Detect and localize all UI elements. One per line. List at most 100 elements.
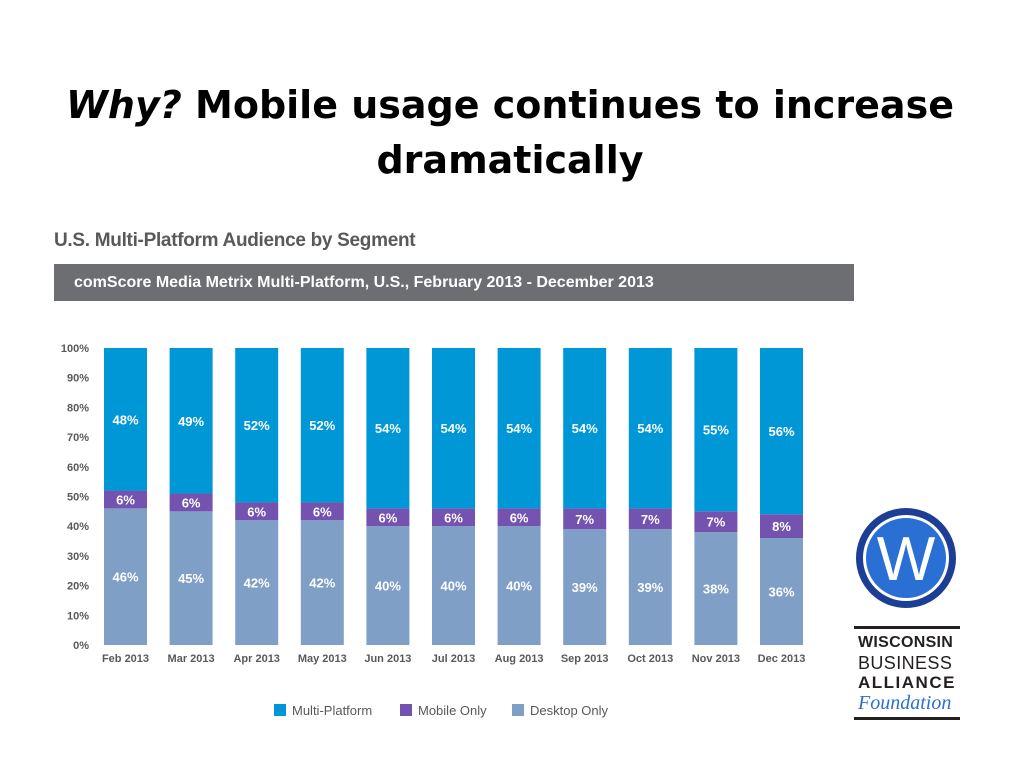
data-label: 40%	[375, 579, 401, 594]
data-label: 40%	[440, 579, 466, 594]
bar-segment-mobile-only	[169, 493, 213, 512]
bar-segment-multi-platform	[300, 348, 344, 503]
bar-segment-desktop-only	[497, 526, 541, 645]
bar-segment-multi-platform	[169, 348, 213, 494]
x-tick-label: Mar 2013	[168, 653, 215, 665]
wisconsin-business-alliance-logo: W WISCONSIN BUSINESS ALLIANCE Foundation	[850, 508, 965, 720]
x-tick-label: Nov 2013	[692, 653, 740, 665]
bar-segment-desktop-only	[366, 526, 410, 645]
x-tick-label: Jul 2013	[432, 653, 475, 665]
bar-segment-desktop-only	[432, 526, 475, 645]
data-label: 54%	[375, 421, 401, 436]
bar-segment-multi-platform	[497, 348, 541, 509]
data-label: 8%	[772, 519, 791, 534]
bar-segment-mobile-only	[366, 508, 410, 527]
data-label: 40%	[506, 579, 532, 594]
bar-segment-multi-platform	[104, 348, 147, 491]
x-tick-label: Jun 2013	[364, 653, 411, 665]
data-label: 45%	[178, 571, 204, 586]
y-tick-label: 100%	[61, 343, 89, 355]
legend-label: Multi-Platform	[292, 703, 372, 718]
slide-title-why: Why?	[66, 83, 182, 127]
stacked-bar-chart: 0% 10% 20% 30% 40% 50% 60% 70% 80% 90% 100% 46% 6% 48…	[61, 343, 806, 718]
legend-label: Mobile Only	[418, 703, 487, 718]
bar-segment-desktop-only	[694, 532, 738, 645]
y-tick-label: 80%	[67, 402, 89, 414]
bar-segment-desktop-only	[760, 538, 803, 645]
x-tick-label: May 2013	[298, 653, 347, 665]
data-label: 36%	[768, 585, 794, 600]
data-label: 52%	[244, 418, 270, 433]
data-label: 39%	[637, 580, 663, 595]
data-label: 6%	[182, 495, 201, 510]
chart-heading: U.S. Multi-Platform Audience by Segment	[54, 230, 416, 251]
bar-segment-multi-platform	[760, 348, 803, 515]
bar-segment-multi-platform	[694, 348, 738, 512]
logo-line-wisconsin: WISCONSIN	[858, 634, 954, 651]
x-tick-label: Sep 2013	[561, 653, 609, 665]
y-tick-label: 70%	[67, 432, 89, 444]
y-tick-label: 30%	[67, 551, 89, 563]
bar-segment-mobile-only	[104, 490, 147, 509]
data-label: 52%	[309, 418, 335, 433]
legend-swatch	[400, 704, 412, 716]
data-label: 55%	[703, 423, 729, 438]
data-label: 48%	[112, 412, 138, 427]
bar-segment-mobile-only	[563, 508, 607, 530]
bar-segment-desktop-only	[104, 508, 147, 645]
data-label: 54%	[506, 421, 532, 436]
x-tick-label: Aug 2013	[495, 653, 544, 665]
data-label: 42%	[244, 576, 270, 591]
bar-segment-mobile-only	[694, 511, 738, 533]
bar-segment-mobile-only	[235, 502, 279, 521]
bar-segment-desktop-only	[300, 520, 344, 645]
data-label: 38%	[703, 582, 729, 597]
x-tick-label: Apr 2013	[233, 653, 279, 665]
y-tick-label: 90%	[67, 373, 89, 385]
data-label: 6%	[510, 510, 529, 525]
y-tick-label: 50%	[67, 492, 89, 504]
logo-line-alliance: ALLIANCE	[858, 673, 956, 692]
y-tick-label: 20%	[67, 581, 89, 593]
bar-segment-multi-platform	[628, 348, 672, 509]
slide-title: Why? Mobile usage continues to increase …	[40, 78, 980, 188]
legend-swatch	[512, 704, 524, 716]
data-label: 6%	[116, 492, 135, 507]
bar-segment-multi-platform	[366, 348, 410, 509]
data-label: 6%	[379, 510, 398, 525]
x-tick-label: Dec 2013	[758, 653, 806, 665]
data-label: 39%	[572, 580, 598, 595]
y-tick-label: 40%	[67, 521, 89, 533]
bar-segment-desktop-only	[628, 529, 672, 645]
data-label: 54%	[440, 421, 466, 436]
bar-segment-desktop-only	[235, 520, 279, 645]
logo-line-business: BUSINESS	[858, 653, 953, 673]
data-label: 7%	[641, 512, 660, 527]
bar-segment-desktop-only	[563, 529, 607, 645]
bar-segment-desktop-only	[169, 511, 213, 645]
data-label: 54%	[637, 421, 663, 436]
bar-segment-multi-platform	[235, 348, 279, 503]
data-label: 56%	[768, 424, 794, 439]
bar-segment-multi-platform	[432, 348, 475, 509]
data-label: 6%	[313, 504, 332, 519]
data-label: 7%	[707, 515, 726, 530]
data-label: 42%	[309, 576, 335, 591]
data-label: 7%	[575, 512, 594, 527]
data-label: 6%	[247, 504, 266, 519]
data-label: 54%	[572, 421, 598, 436]
bar-segment-mobile-only	[432, 508, 475, 527]
bar-segment-mobile-only	[628, 508, 672, 530]
x-tick-label: Feb 2013	[102, 653, 149, 665]
source-bar: comScore Media Metrix Multi-Platform, U.…	[54, 264, 854, 301]
data-label: 6%	[444, 510, 463, 525]
logo-w-letter: W	[877, 525, 936, 594]
x-tick-label: Oct 2013	[627, 653, 673, 665]
y-tick-label: 60%	[67, 462, 89, 474]
legend-swatch	[274, 704, 286, 716]
bar-segment-multi-platform	[563, 348, 607, 509]
data-label: 49%	[178, 414, 204, 429]
y-tick-label: 0%	[73, 640, 89, 652]
bar-segment-mobile-only	[300, 502, 344, 521]
logo-line-foundation: Foundation	[858, 692, 952, 714]
